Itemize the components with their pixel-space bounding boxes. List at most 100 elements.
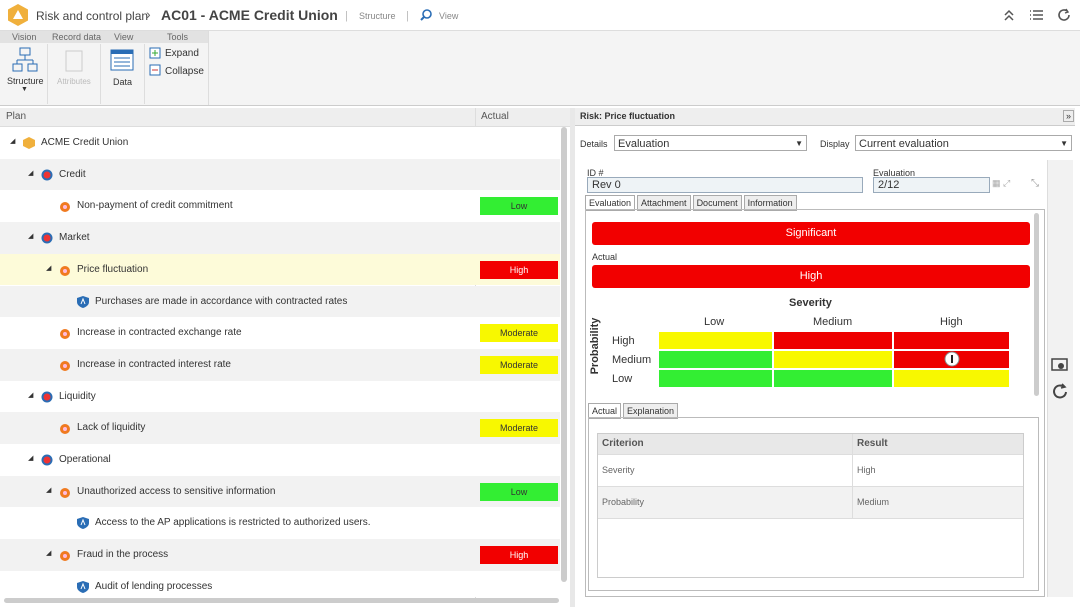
node-icon [41, 232, 53, 244]
tree-row[interactable]: ◢ Price fluctuation High [0, 253, 560, 286]
expand-toggle[interactable]: ◢ [46, 486, 52, 494]
expand-toggle[interactable]: ◢ [10, 138, 16, 145]
tree-row[interactable]: ◢ Credit [0, 158, 560, 191]
tree-row[interactable]: ◢ Liquidity [0, 380, 560, 413]
field-label: Display [820, 139, 850, 149]
tree-row[interactable]: Lack of liquidity Moderate [0, 412, 560, 444]
expand-toggle[interactable]: ◢ [28, 233, 34, 241]
tree-row[interactable]: Increase in contracted exchange rate Mode… [0, 317, 560, 349]
module-name[interactable]: Risk and control plan [36, 9, 149, 23]
node-label: Market [59, 232, 90, 244]
scrollbar[interactable] [561, 127, 567, 582]
decoration [80, 519, 86, 526]
toolbar-button[interactable]: Collapse [165, 66, 204, 77]
decoration [422, 9, 432, 19]
tree-row[interactable]: Purchases are made in accordance with co… [0, 285, 560, 318]
dropdown[interactable]: Evaluation ▼ [614, 135, 807, 151]
top-icons[interactable] [1003, 8, 1073, 22]
tree-row[interactable]: Access to the AP applications is restric… [0, 507, 560, 540]
evaluation-input[interactable]: 2/12 [873, 177, 990, 193]
icon [60, 424, 70, 435]
tree-row[interactable]: ◢ Market [0, 222, 560, 254]
tree-row[interactable]: ◢ Fraud in the process High [0, 539, 560, 571]
tree-row[interactable]: ◢ Unauthorized access to sensitive inform… [0, 475, 560, 508]
expand-toggle[interactable]: ◢ [28, 455, 34, 462]
expand-toggle[interactable]: ◢ [28, 391, 34, 399]
node-icon [77, 295, 89, 308]
decoration [1060, 383, 1067, 389]
matrix-title: Severity [789, 297, 832, 309]
tab[interactable]: Information [743, 195, 797, 211]
icon [41, 454, 53, 466]
app-logo [8, 4, 28, 26]
decoration [77, 517, 89, 530]
toolbar-button[interactable]: Data [113, 77, 133, 87]
decoration [1004, 9, 1014, 21]
rating-badge: Low [480, 197, 558, 216]
tree-row[interactable]: Non-payment of credit commitment Low [0, 190, 560, 223]
node-icon [41, 391, 53, 403]
link[interactable]: Structure [359, 11, 396, 21]
tab-content [585, 209, 1045, 597]
node-icon [59, 486, 71, 498]
node-label: Purchases are made in accordance with co… [95, 295, 348, 307]
decoration [63, 332, 67, 337]
record-title: AC01 - ACME Credit Union [161, 7, 338, 23]
table-row: Probability Medium [598, 487, 1023, 519]
decoration [65, 50, 83, 72]
icon [60, 265, 70, 276]
table-cell: Medium [852, 487, 889, 518]
tree-row[interactable]: Increase in contracted interest rate Mode… [0, 348, 560, 381]
node-icon [41, 454, 53, 466]
node-icon [23, 137, 35, 149]
node-label: Unauthorized access to sensitive informa… [77, 485, 276, 497]
tree-row[interactable]: Audit of lending processes [0, 570, 560, 597]
node-label: Price fluctuation [77, 263, 149, 275]
tab[interactable]: Attachment [637, 195, 691, 211]
node-icon [59, 200, 71, 213]
tab[interactable]: Document [692, 195, 742, 211]
rating-badge: Moderate [480, 324, 558, 343]
id-input[interactable]: Rev 0 [587, 177, 863, 193]
expand-toggle[interactable]: ◢ [46, 550, 52, 558]
rating-badge: Low [480, 482, 558, 501]
detail-title: Risk: Price fluctuation [580, 111, 676, 121]
icon [41, 169, 53, 181]
table-cell: Probability [602, 497, 645, 507]
rating-badge: High [480, 260, 558, 279]
tab[interactable]: Evaluation [585, 195, 636, 211]
decoration [43, 456, 51, 464]
expand-toggle[interactable]: ◢ [28, 169, 34, 177]
dropdown[interactable]: Current evaluation ▼ [855, 135, 1072, 151]
dropdown-value: Current evaluation [859, 138, 949, 150]
column-header[interactable]: Plan [6, 111, 27, 122]
tab[interactable]: Explanation [623, 403, 679, 419]
tree-row[interactable]: ◢ ACME Credit Union [0, 127, 560, 159]
node-icon [59, 549, 71, 562]
scrollbar[interactable] [4, 598, 559, 603]
decoration: ⤡ [1031, 178, 1039, 189]
toolbar [0, 31, 1080, 106]
side-icons[interactable] [1050, 357, 1070, 402]
decoration [47, 44, 48, 104]
column-header[interactable]: Actual [481, 111, 509, 122]
decoration [658, 331, 773, 350]
toolbar-button[interactable]: Structure [7, 76, 44, 86]
toolbar-button[interactable]: Expand [165, 48, 199, 59]
decoration [773, 369, 893, 388]
link[interactable]: View [439, 11, 459, 21]
decoration [19, 47, 31, 56]
decoration [27, 63, 38, 72]
rating-badge: High [480, 546, 558, 565]
expand-toggle[interactable]: ◢ [46, 264, 52, 272]
toolbar-button[interactable]: Attributes [57, 77, 91, 86]
tree-row[interactable]: ◢ Operational [0, 444, 560, 476]
decoration [1034, 213, 1039, 396]
decoration [208, 31, 209, 105]
icon [77, 295, 89, 308]
node-icon [59, 422, 71, 435]
table-cell: High [852, 455, 876, 486]
tab[interactable]: Actual [588, 403, 622, 419]
decoration [43, 234, 51, 242]
decoration: ▼ [795, 139, 803, 148]
